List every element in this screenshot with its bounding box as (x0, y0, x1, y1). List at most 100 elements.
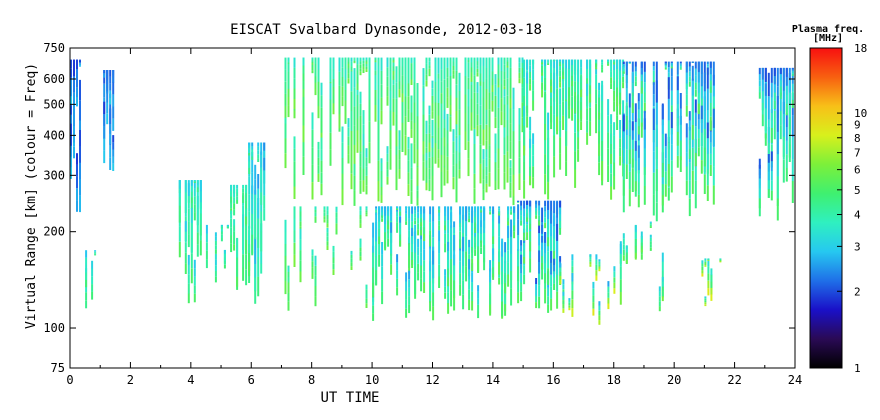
echo-mark (764, 95, 767, 109)
echo-mark (438, 208, 441, 210)
echo-mark (293, 98, 296, 110)
echo-mark (214, 265, 217, 271)
echo-mark (494, 95, 497, 107)
echo-mark (571, 96, 574, 109)
echo-mark (468, 289, 471, 300)
echo-mark (521, 78, 524, 84)
echo-mark (245, 208, 248, 217)
echo-mark (332, 87, 335, 96)
echo-mark (299, 250, 302, 261)
echo-mark (332, 263, 335, 270)
echo-mark (664, 171, 667, 185)
echo-mark (701, 260, 704, 264)
echo-mark (390, 253, 393, 265)
echo-mark (652, 108, 655, 130)
echo-mark (381, 266, 384, 280)
echo-mark (598, 305, 601, 311)
echo-mark (550, 59, 553, 67)
echo-mark (538, 205, 541, 211)
echo-mark (559, 275, 562, 280)
echo-mark (372, 282, 375, 298)
echo-mark (311, 267, 314, 273)
echo-mark (598, 259, 601, 262)
echo-mark (399, 240, 402, 247)
echo-mark (619, 138, 622, 148)
echo-mark (586, 78, 589, 88)
echo-mark (260, 179, 263, 193)
echo-mark (691, 110, 694, 125)
chart-title: EISCAT Svalbard Dynasonde, 2012-03-18 (230, 22, 542, 38)
echo-mark (326, 241, 329, 246)
echo-mark (607, 63, 610, 65)
echo-mark (507, 217, 510, 222)
echo-mark (589, 107, 592, 122)
echo-mark (489, 208, 492, 210)
echo-mark (550, 89, 553, 98)
echo-mark (565, 146, 568, 162)
echo-mark (562, 300, 565, 305)
echo-mark (214, 245, 217, 250)
echo-mark (498, 206, 501, 209)
echo-mark (598, 90, 601, 98)
echo-mark (236, 184, 239, 189)
echo-mark (411, 221, 414, 229)
echo-mark (488, 57, 491, 75)
echo-mark (407, 109, 410, 122)
echo-mark (482, 189, 485, 201)
echo-mark (196, 180, 199, 183)
echo-mark (634, 181, 637, 192)
echo-mark (480, 233, 483, 241)
echo-mark (559, 104, 562, 121)
echo-mark (616, 68, 619, 79)
echo-mark (375, 255, 378, 271)
echo-mark (76, 78, 78, 88)
echo-mark (452, 66, 455, 71)
echo-mark (320, 137, 323, 150)
echo-mark (694, 82, 697, 90)
echo-mark (574, 70, 577, 82)
echo-mark (529, 206, 532, 213)
echo-mark (320, 183, 323, 196)
echo-mark (520, 273, 523, 283)
echo-mark (482, 113, 485, 130)
echo-mark (622, 244, 625, 250)
echo-mark (353, 106, 356, 126)
echo-mark (634, 81, 637, 87)
echo-mark (326, 210, 329, 215)
echo-mark (404, 135, 407, 156)
echo-mark (643, 129, 646, 149)
echo-mark (785, 94, 788, 104)
echo-mark (501, 301, 504, 317)
echo-mark (438, 220, 441, 226)
echo-mark (205, 242, 208, 251)
echo-mark (362, 145, 365, 158)
echo-mark (767, 189, 770, 198)
echo-mark (474, 249, 477, 256)
echo-mark (595, 63, 598, 65)
echo-mark (220, 226, 223, 228)
echo-mark (220, 228, 223, 232)
echo-mark (601, 140, 604, 161)
echo-mark (507, 210, 510, 214)
echo-mark (425, 63, 428, 70)
echo-mark (652, 94, 655, 107)
echo-mark (453, 227, 456, 234)
echo-mark (601, 160, 604, 181)
echo-mark (79, 100, 81, 121)
echo-mark (613, 176, 616, 190)
echo-mark (649, 234, 652, 238)
echo-mark (592, 302, 595, 309)
echo-mark (377, 140, 380, 161)
echo-mark (488, 158, 491, 173)
echo-mark (428, 124, 431, 134)
echo-mark (260, 155, 263, 168)
echo-mark (350, 61, 353, 67)
colorbar-tick-label: 1 (854, 362, 861, 375)
echo-mark (314, 286, 317, 297)
echo-mark (758, 178, 761, 189)
echo-mark (631, 82, 634, 93)
echo-mark (452, 153, 455, 166)
echo-mark (257, 150, 260, 155)
echo-mark (676, 117, 679, 132)
echo-mark (293, 230, 296, 243)
